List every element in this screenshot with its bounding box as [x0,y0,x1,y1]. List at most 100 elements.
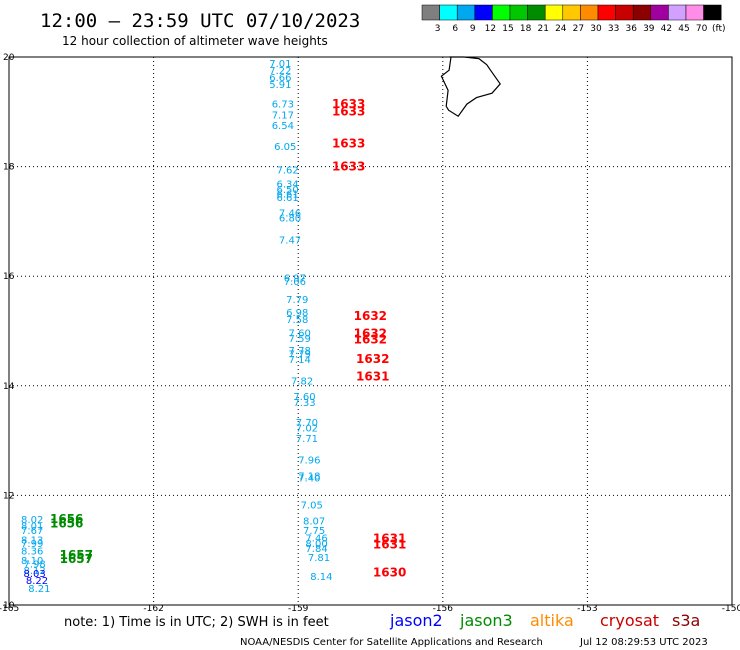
swh-label: 6.80 [279,213,301,224]
legend-swatch [492,4,511,21]
legend-tick-label: 27 [573,24,584,34]
swh-label: 6.98 [286,308,308,319]
time-label: 1632 [354,309,387,323]
swh-label: 8.36 [21,547,43,558]
time-label: 1631 [373,538,406,552]
time-label: 1657 [60,548,93,562]
legend-swatch [668,4,687,21]
swh-label: 7.79 [289,349,311,360]
swh-labels: 7.017.226.665.91 6.737.176.54 6.05 7.62 6.34… [21,59,332,595]
footer-note: note: 1) Time is in UTC; 2) SWH is in fe… [64,615,329,630]
swh-label: 7.84 [305,544,327,555]
legend-tick-label: 18 [520,24,532,34]
legend-tick-label: 24 [555,24,567,34]
legend-swatch [509,4,528,21]
legend-swatch [527,4,546,21]
lat-tick-label: 16 [3,272,15,282]
coastline [440,56,501,118]
swh-label: 6.97 [284,274,306,285]
swh-label: 8.21 [28,584,50,595]
footer-timestamp: Jul 12 08:29:53 UTC 2023 [579,637,708,648]
time-label: 1632 [356,352,389,366]
swh-label: 7.67 [21,526,43,537]
swh-label: 7.79 [286,295,308,306]
time-labels: 1633163316331633163216321632163216311631… [50,97,406,580]
swh-label: 6.66 [269,73,291,84]
swh-label: 8.03 [23,569,45,580]
footer-credit: NOAA/NESDIS Center for Satellite Applica… [240,637,543,648]
swh-label: 7.40 [298,474,320,485]
swh-label: 6.73 [272,99,294,110]
legend-tick-label: 42 [661,24,672,34]
time-label: 1632 [354,333,387,347]
swh-label: 7.02 [296,423,318,434]
swh-label: 5.91 [269,80,291,91]
lon-tick-label: -159 [288,604,309,614]
legend-swatch [580,4,599,21]
lon-tick-label: -165 [0,604,19,614]
time-label: 1633 [332,136,365,150]
swh-label: 8.13 [21,536,43,547]
time-label: 1656 [50,517,83,531]
time-label: 1631 [373,532,406,546]
swh-label: 7.96 [298,456,320,467]
swh-label: 7.59 [289,334,311,345]
legend-swatch [703,4,722,21]
legend-swatch [474,4,493,21]
legend-swatch [650,4,669,21]
time-label: 1633 [332,159,365,173]
legend-swatch [685,4,704,21]
swh-label: 6.61 [277,193,299,204]
legend-swatch [632,4,652,21]
time-label: 1632 [354,327,387,341]
swh-label: 8.12 [23,566,45,577]
satellite-legend-item: altika [530,611,574,630]
swh-label: 6.54 [272,121,294,132]
satellite-legend-item: jason3 [459,611,513,630]
swh-label: 7.22 [269,66,291,77]
lat-tick-label: 20 [3,53,15,63]
lat-tick-label: 14 [3,382,15,392]
axis-ticks: -165 -162 -159 -156 -153 -150 10 12 14 16 18 20 [0,53,740,614]
time-label: 1631 [356,369,389,383]
lon-tick-label: -153 [577,604,597,614]
legend-tick-label: 9 [470,24,476,34]
map-frame [8,56,733,606]
time-label: 1656 [50,512,83,526]
color-legend: 3 6 9 12 15 18 21 24 27 30 33 36 39 42 45 70 [421,4,722,34]
legend-tick-label: 21 [537,24,548,34]
legend-tick-label: 39 [643,24,655,34]
satellite-legend: jason2 jason3 altika cryosat s3a [389,611,700,630]
swh-label: 7.01 [269,59,291,70]
swh-label: 7.17 [272,110,294,121]
time-label: 1633 [332,97,365,111]
legend-swatch [615,4,634,21]
satellite-legend-item: jason2 [389,611,443,630]
swh-label: 7.58 [286,315,308,326]
swh-label: 6.61 [277,189,299,200]
swh-label: 7.82 [291,377,313,388]
legend-swatch [421,4,440,21]
swh-label: 8.22 [26,576,48,587]
legend-tick-label: 15 [502,24,513,34]
legend-tick-label: 3 [435,24,441,34]
legend-tick-label: 36 [625,24,637,34]
swh-label: 7.70 [296,418,318,429]
legend-tick-label: 30 [590,24,602,34]
legend-tick-label: 12 [485,24,496,34]
swh-label: 6.50 [277,185,299,196]
legend-swatch [456,4,476,21]
legend-swatch [562,4,581,21]
page-subtitle: 12 hour collection of altimeter wave hei… [62,34,328,48]
lat-tick-label: 10 [3,601,15,611]
satellite-legend-item: cryosat [600,611,659,630]
swh-label: 7.60 [289,328,311,339]
legend-swatch [439,4,458,21]
swh-label: 8.10 [21,556,43,567]
swh-label: 7.71 [296,434,318,445]
legend-unit-label: (ft) [712,24,726,34]
lat-tick-label: 12 [3,491,14,501]
satellite-legend-item: s3a [672,611,700,630]
